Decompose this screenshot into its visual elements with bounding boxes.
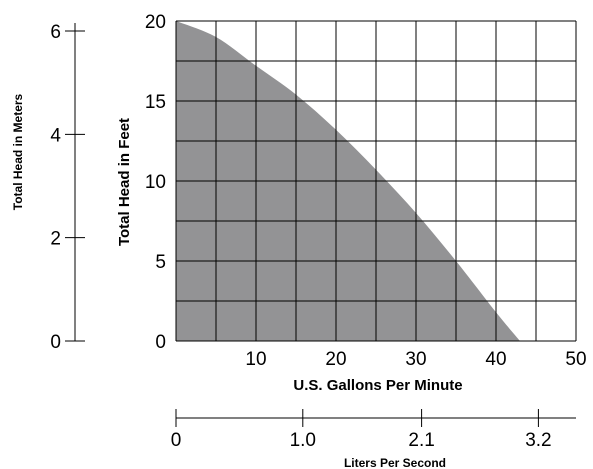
liters-tick-label: 1.0 — [290, 430, 316, 451]
y-tick-label: 0 — [155, 332, 166, 353]
liters-tick-label: 3.2 — [525, 430, 551, 451]
x-axis-title: U.S. Gallons Per Minute — [293, 377, 462, 394]
axes — [65, 23, 576, 427]
meters-tick-label: 6 — [50, 22, 61, 43]
y-tick-label: 15 — [145, 92, 166, 113]
y-tick-label: 10 — [145, 172, 166, 193]
y-axis-title: Total Head in Feet — [116, 118, 133, 246]
x-tick-label: 40 — [485, 349, 506, 370]
x-tick-label: 50 — [565, 349, 586, 370]
liters-tick-label: 0 — [171, 430, 182, 451]
y-tick-label: 20 — [145, 12, 166, 33]
meters-tick-label: 2 — [50, 229, 61, 250]
x-tick-label: 20 — [325, 349, 346, 370]
meters-tick-label: 0 — [50, 332, 61, 353]
liters-axis-title: Liters Per Second — [344, 456, 446, 469]
labels: 10 20 30 40 50 0 5 10 15 20 0 2 4 6 0 1.0 2.1 3.2 — [50, 12, 586, 451]
x-tick-label: 30 — [405, 349, 426, 370]
meters-axis-title: Total Head in Meters — [11, 93, 25, 210]
meters-tick-label: 4 — [50, 125, 61, 146]
grid — [175, 20, 577, 342]
x-tick-label: 10 — [245, 349, 266, 370]
liters-tick-label: 2.1 — [408, 430, 434, 451]
y-tick-label: 5 — [155, 252, 166, 273]
